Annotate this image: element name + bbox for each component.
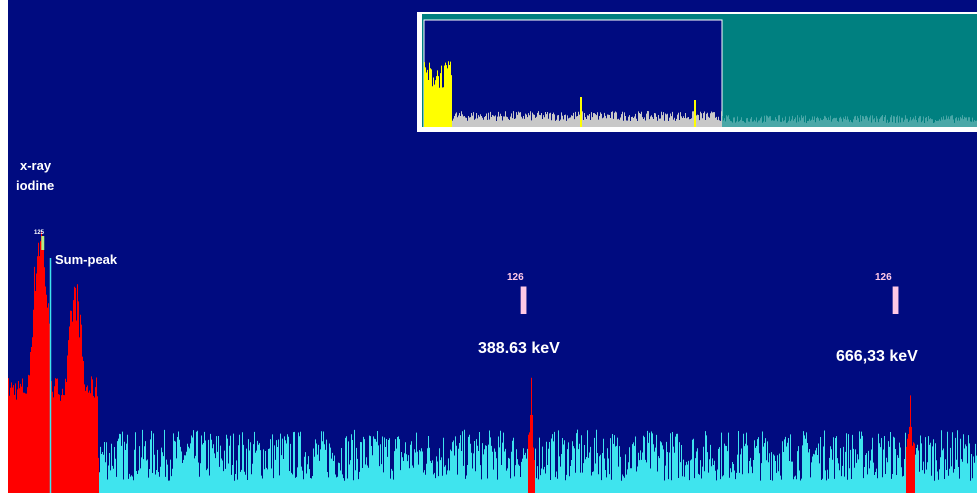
peak2-isotope-mass: 126: [875, 272, 892, 283]
sum-peak-label: Sum-peak: [55, 252, 118, 267]
overview-view-window[interactable]: [423, 19, 723, 128]
overview-panel[interactable]: [417, 12, 977, 132]
peak1-energy-label: 388.63 keV: [478, 340, 560, 357]
spectrum-bars: [8, 232, 977, 493]
sum-peak-isotope-mass: 125: [34, 230, 45, 236]
peak2-energy-label: 666,33 keV: [836, 348, 918, 365]
peak2-isotope-symbol: I: [890, 279, 902, 323]
xray-label-line2: iodine: [16, 178, 55, 193]
xray-label-line1: x-ray: [20, 158, 52, 173]
peak1-isotope-mass: 126: [507, 272, 524, 283]
sum-peak-isotope-symbol: I: [40, 233, 46, 255]
overview-spectrum-bars: [424, 61, 977, 127]
peak1-isotope-symbol: I: [518, 279, 530, 323]
